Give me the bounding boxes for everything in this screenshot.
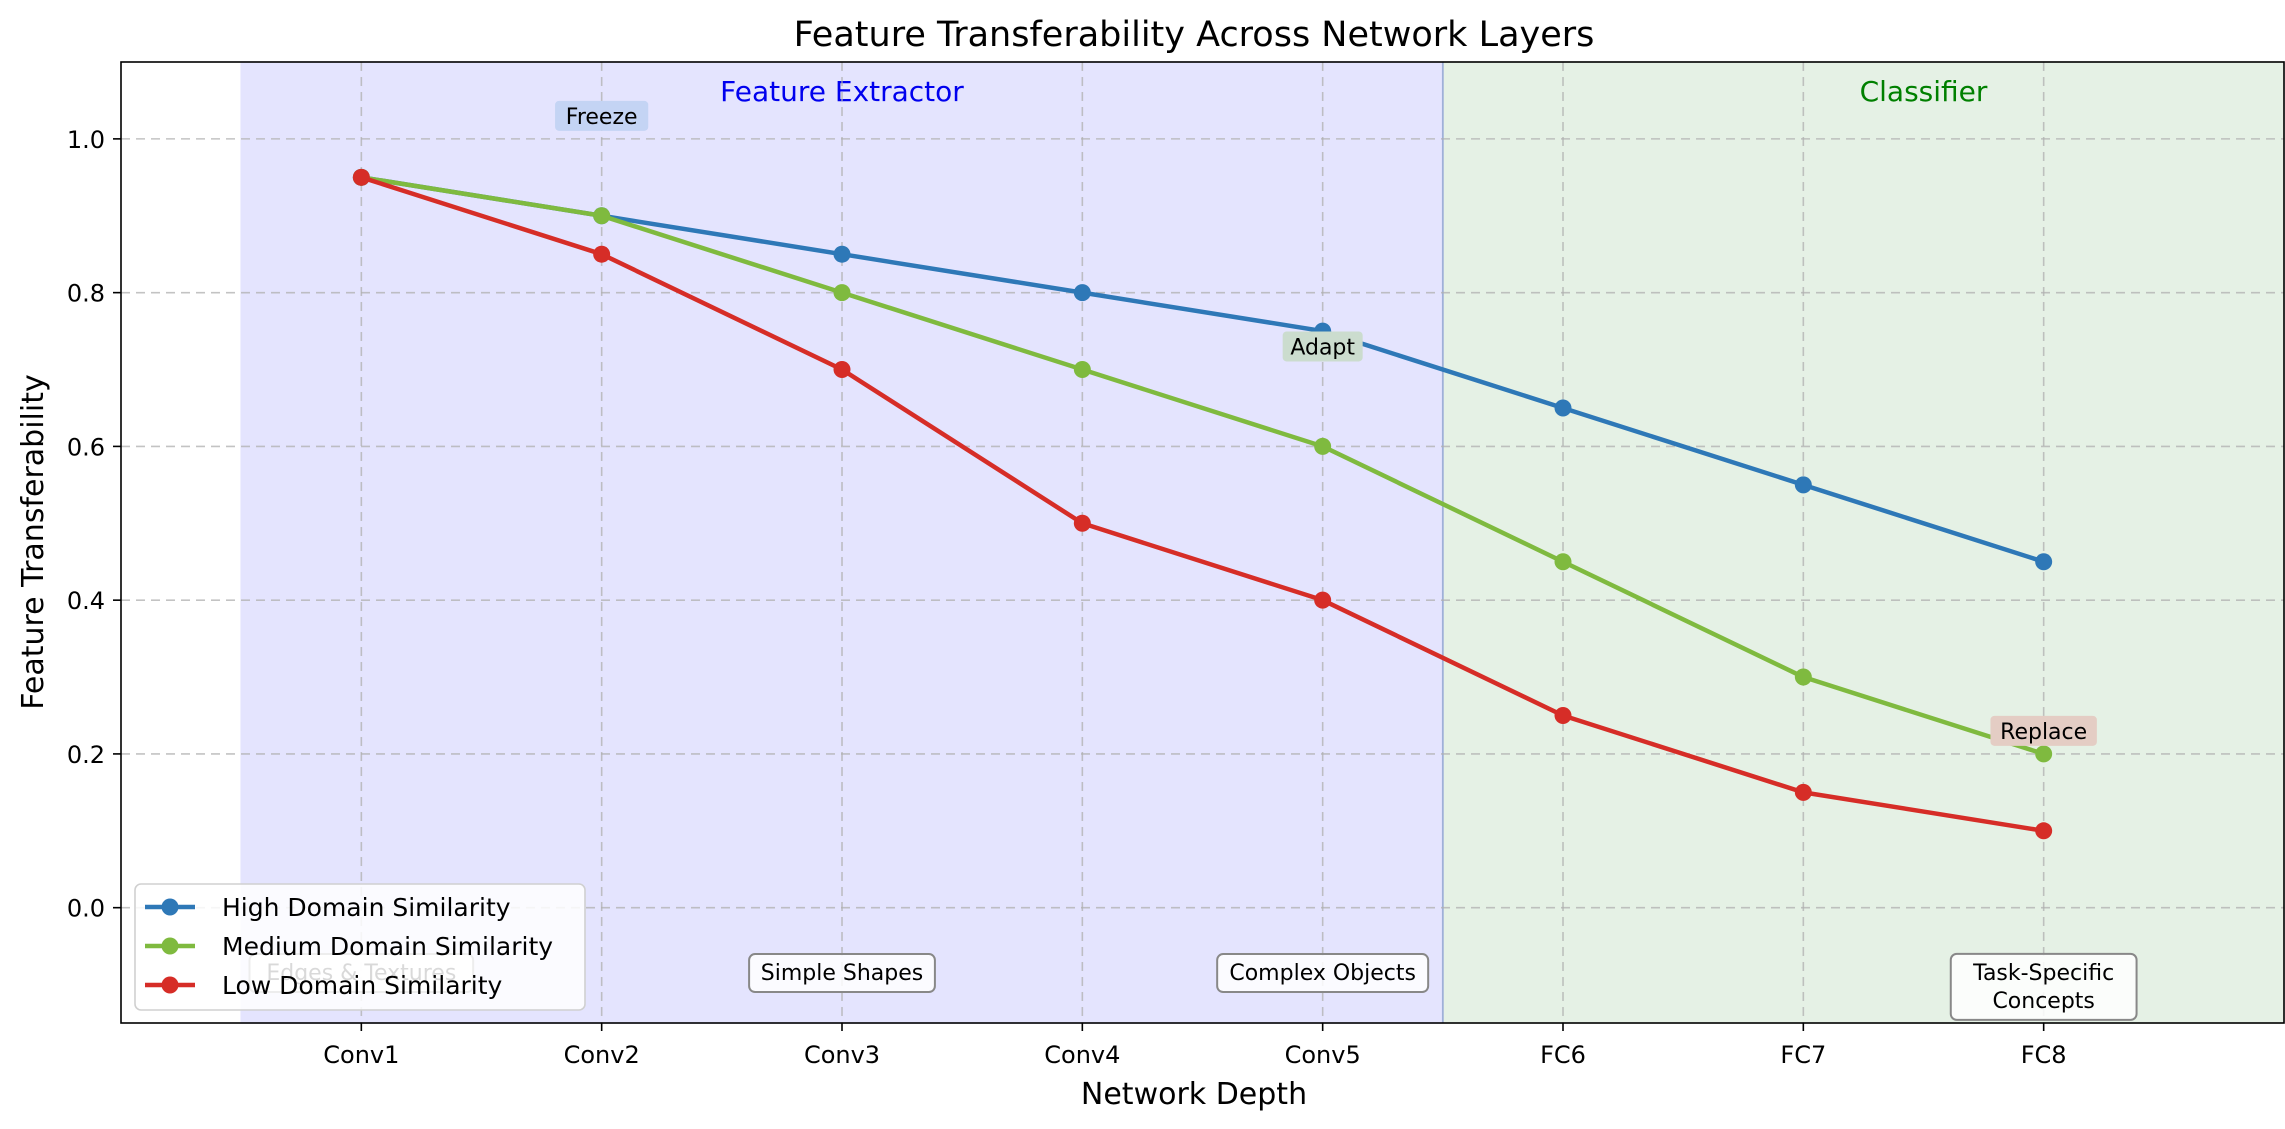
- x-tick-label-conv2: Conv2: [564, 1041, 640, 1069]
- grid-layer: [121, 62, 2284, 1023]
- y-tick-label: 1.0: [67, 126, 105, 154]
- feature-annotation-complex-objects: Complex Objects: [1216, 953, 1430, 994]
- plot-frame: [120, 61, 2285, 1024]
- point-low-domain-similarity-fc8: [2035, 822, 2053, 840]
- point-medium-domain-similarity-conv2: [593, 207, 611, 225]
- region-classifier: [1442, 61, 2285, 1024]
- series-line-low-domain-similarity: [360, 175, 2045, 834]
- legend-marker: [161, 976, 179, 994]
- series-line-high-domain-similarity: [360, 175, 2045, 564]
- y-tick-label: 0.8: [67, 280, 105, 308]
- feature-annotation-simple-shapes: Simple Shapes: [748, 953, 936, 994]
- annotation-text-replace: Replace: [2000, 720, 2087, 745]
- point-low-domain-similarity-conv3: [833, 361, 851, 379]
- legend-label: High Domain Similarity: [222, 893, 511, 922]
- point-high-domain-similarity-fc7: [1794, 476, 1812, 494]
- point-low-domain-similarity-fc6: [1554, 706, 1572, 724]
- legend-entry-medium-domain-similarity: Medium Domain Similarity: [145, 932, 553, 961]
- feature-annotation-task-specific-concepts: Task-Specific Concepts: [1949, 952, 2138, 1021]
- legend-entry-low-domain-similarity: Low Domain Similarity: [145, 971, 503, 1000]
- annotation-adapt: Adapt: [1282, 331, 1363, 362]
- y-tick-label: 0.2: [67, 741, 105, 769]
- feature-annotation-text: Simple Shapes: [761, 961, 923, 986]
- point-medium-domain-similarity-fc8: [2035, 745, 2053, 763]
- feature-annotation-box: [1216, 953, 1430, 994]
- feature-annotation-text: Task-Specific: [1972, 961, 2114, 986]
- point-medium-domain-similarity-conv3: [833, 284, 851, 302]
- annotation-box-replace: [1990, 715, 2097, 746]
- x-tick-label-fc7: FC7: [1780, 1041, 1826, 1069]
- feature-annotation-text: Complex Objects: [1229, 961, 1416, 986]
- point-high-domain-similarity-fc6: [1554, 399, 1572, 417]
- annotation-box-adapt: [1282, 331, 1363, 362]
- point-medium-domain-similarity-conv5: [1314, 437, 1332, 455]
- y-tick-label: 0.6: [67, 433, 105, 461]
- legend-box: [134, 883, 586, 1011]
- point-low-domain-similarity-fc7: [1794, 783, 1812, 801]
- region-label-classifier: Classifier: [1860, 75, 1988, 108]
- point-high-domain-similarity-conv4: [1073, 284, 1091, 302]
- x-tick-label-fc8: FC8: [2021, 1041, 2067, 1069]
- legend-marker: [161, 937, 179, 955]
- point-low-domain-similarity-conv1: [352, 168, 370, 186]
- annotation-text-adapt: Adapt: [1290, 335, 1355, 360]
- legend-label: Low Domain Similarity: [222, 971, 503, 1000]
- point-medium-domain-similarity-conv4: [1073, 361, 1091, 379]
- y-tick-label: 0.0: [67, 895, 105, 923]
- tick-layer: 0.0 0.2 0.4 0.6 0.8 1.0 Conv1 Conv2 Conv3 Conv4 Co…: [67, 126, 2067, 1069]
- annotation-box-freeze: [555, 100, 649, 131]
- point-medium-domain-similarity-fc6: [1554, 553, 1572, 571]
- x-tick-label-conv3: Conv3: [804, 1041, 880, 1069]
- annotation-freeze: Freeze: [555, 100, 649, 131]
- point-low-domain-similarity-conv4: [1073, 514, 1091, 532]
- point-medium-domain-similarity-fc7: [1794, 668, 1812, 686]
- legend-entry-high-domain-similarity: High Domain Similarity: [145, 893, 511, 922]
- feature-annotation-box: [1949, 952, 2138, 1021]
- series-layer: [352, 168, 2053, 840]
- x-axis-label: Network Depth: [1081, 1077, 1307, 1112]
- feature-annotation-box: [748, 953, 936, 994]
- series-line-medium-domain-similarity: [360, 175, 2045, 757]
- feature-annotation-text: Concepts: [1992, 989, 2094, 1014]
- annotation-replace: Replace: [1990, 715, 2097, 746]
- point-high-domain-similarity-fc8: [2035, 553, 2053, 571]
- x-tick-label-conv4: Conv4: [1044, 1041, 1120, 1069]
- point-high-domain-similarity-conv3: [833, 245, 851, 263]
- point-low-domain-similarity-conv5: [1314, 591, 1332, 609]
- legend-layer: High Domain Similarity Medium Domain Simi…: [134, 883, 586, 1011]
- annotation-text-freeze: Freeze: [566, 105, 638, 130]
- y-axis-label: Feature Transferability: [16, 374, 51, 709]
- y-tick-label: 0.4: [67, 587, 105, 615]
- x-tick-label-conv5: Conv5: [1285, 1041, 1361, 1069]
- x-tick-label-conv1: Conv1: [323, 1041, 399, 1069]
- point-low-domain-similarity-conv2: [593, 245, 611, 263]
- legend-label: Medium Domain Similarity: [222, 932, 553, 961]
- x-tick-label-fc6: FC6: [1540, 1041, 1586, 1069]
- legend-marker: [161, 898, 179, 916]
- chart-title: Feature Transferability Across Network L…: [794, 15, 1595, 55]
